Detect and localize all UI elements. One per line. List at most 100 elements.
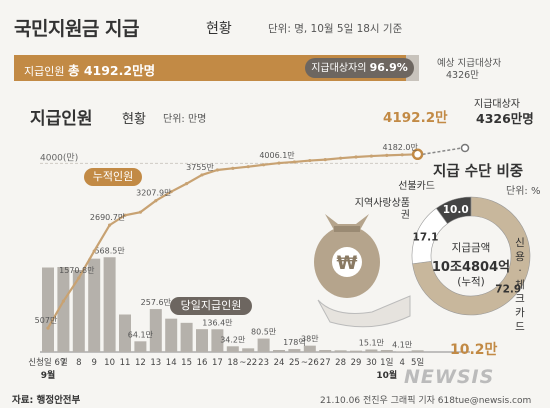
xtick-19: 28 <box>335 358 346 368</box>
cumulative-point-23 <box>400 153 404 157</box>
daily-bar-label-14: 80.5만 <box>251 328 277 337</box>
cumulative-point-17 <box>308 158 312 163</box>
daily-bar-label-4: 568.5만 <box>94 246 125 255</box>
daily-bar-13 <box>242 348 255 352</box>
section-unit: 단위: 만명 <box>163 114 207 125</box>
progress-label-value: 총 4192.2만명 <box>67 63 156 78</box>
daily-bar-16 <box>288 349 301 352</box>
daily-bar-label-11: 136.4만 <box>202 318 233 327</box>
xtick-1: 7 <box>61 358 66 368</box>
progress-target: 예상 지급대상자 4326만 <box>437 58 501 82</box>
xtick-11: 17 <box>212 358 223 368</box>
pie-side-char-2: · <box>518 265 522 277</box>
cumulative-point-22 <box>385 153 389 157</box>
daily-bar-label-6: 64.1만 <box>128 330 154 339</box>
target-point <box>460 143 470 153</box>
pie-value-2: 10.0 <box>443 204 469 216</box>
cumulative-point-0 <box>46 326 50 330</box>
daily-bar-12 <box>226 346 239 352</box>
daily-bar-label-17: 38만 <box>301 335 319 344</box>
daily-bar-11 <box>211 329 224 352</box>
daily-bar-9 <box>180 322 193 352</box>
cumulative-point-20 <box>354 155 358 159</box>
pie-label-prepaid: 선불카드 <box>398 181 435 192</box>
pie-side-label: 신 용 · 체 크 카 드 <box>512 236 528 334</box>
progress-ratio-prefix: 지급대상자의 <box>311 63 367 74</box>
newsis-logo: NEWSIS <box>404 366 495 388</box>
pie-slice-2 <box>435 196 472 225</box>
daily-bar-21 <box>365 349 378 352</box>
cumulative-point-6 <box>138 210 142 214</box>
cumulative-point-5 <box>123 213 127 217</box>
page-title: 국민지원금 지급 <box>14 18 139 40</box>
xtick-24: 5일 <box>411 358 424 368</box>
xgroup-october: 10월 <box>376 369 397 381</box>
daily-bar-5 <box>119 314 131 352</box>
cumulative-label-10: 3755만 <box>186 163 214 172</box>
unit-note: 단위: 명, 10월 5일 18시 기준 <box>268 23 403 35</box>
daily-bar-label-7: 257.6만 <box>141 298 172 307</box>
daily-bar-7 <box>149 309 162 352</box>
xtick-16: 25 <box>289 358 300 368</box>
xtick-23: 4 <box>399 358 404 368</box>
xtick-22: 1일 <box>380 358 393 368</box>
pie-slice-0 <box>412 196 531 316</box>
xtick-6: 12 <box>135 358 146 368</box>
cumulative-label-0: 507만 <box>35 316 58 325</box>
cumulative-point-16 <box>292 160 296 164</box>
cumulative-point-2 <box>77 276 81 280</box>
xtick-0: 신청일 6일 <box>28 358 67 368</box>
daily-bar-10 <box>196 329 208 352</box>
daily-bar-3 <box>88 258 101 352</box>
daily-bar-2 <box>72 270 85 352</box>
latest-cumulative-label: 4192.2만 <box>383 110 448 126</box>
cumulative-point-8 <box>169 190 173 194</box>
pie-side-char-4: 크 <box>515 293 525 305</box>
pie-side-char-0: 신 <box>515 237 525 249</box>
pie-side-char-1: 용 <box>515 251 525 263</box>
section-subtitle: 현황 <box>122 112 146 127</box>
progress-ratio-value: 96.9% <box>369 61 408 74</box>
cumulative-point-10 <box>200 173 204 177</box>
xtick-8: 14 <box>166 358 177 368</box>
daily-bar-17 <box>303 345 316 352</box>
money-bag-illustration: ₩ <box>314 214 411 328</box>
daily-bar-label-16: 178억 <box>283 337 306 347</box>
target-label: 지급대상자 <box>474 99 520 110</box>
daily-bar-18 <box>319 350 332 352</box>
pie-unit: 단위: % <box>506 186 541 197</box>
daily-bar-19 <box>334 350 347 352</box>
pie-center-note: (누적) <box>457 276 485 288</box>
xtick-15: 24 <box>274 358 285 368</box>
cumulative-label-23: 4182.0만 <box>383 143 419 152</box>
pie-label-local-voucher: 지역사랑상품권 <box>350 198 410 222</box>
xtick-17: ~26 <box>301 358 319 368</box>
pie-side-char-3: 체 <box>515 279 525 291</box>
cumulative-label-15: 4006.1만 <box>259 151 295 160</box>
cumulative-point-7 <box>154 199 158 203</box>
latest-point <box>411 148 424 161</box>
credit-note: 21.10.06 전진우 그래픽 기자 618tue@newsis.com <box>320 396 532 406</box>
cumulative-label-7: 3207.9만 <box>136 189 172 198</box>
cumulative-point-19 <box>339 156 343 160</box>
xgroup-september: 9월 <box>41 369 56 381</box>
cumulative-point-3 <box>92 249 96 253</box>
daily-bar-label-23: 4.1만 <box>392 340 413 349</box>
pie-center-label: 지급금액 <box>451 242 491 254</box>
progress-label: 지급인원 총 4192.2만명 <box>24 60 155 79</box>
xtick-20: 29 <box>351 358 362 368</box>
daily-bar-15 <box>273 350 285 352</box>
xtick-12: 18 <box>227 358 238 368</box>
projection-line <box>422 147 463 156</box>
cumulative-point-4 <box>108 223 112 227</box>
daily-bar-label-21: 15.1만 <box>359 338 385 347</box>
progress-label-prefix: 지급인원 <box>24 65 65 78</box>
target-value: 4326만명 <box>476 111 534 126</box>
pie-value-1: 17.1 <box>413 231 439 243</box>
svg-text:₩: ₩ <box>337 252 358 274</box>
ytick-4000: 4000(만) <box>40 152 78 163</box>
xtick-4: 10 <box>104 358 115 368</box>
xtick-5: 11 <box>120 358 131 368</box>
cumulative-label-4: 2690.7만 <box>90 213 126 222</box>
